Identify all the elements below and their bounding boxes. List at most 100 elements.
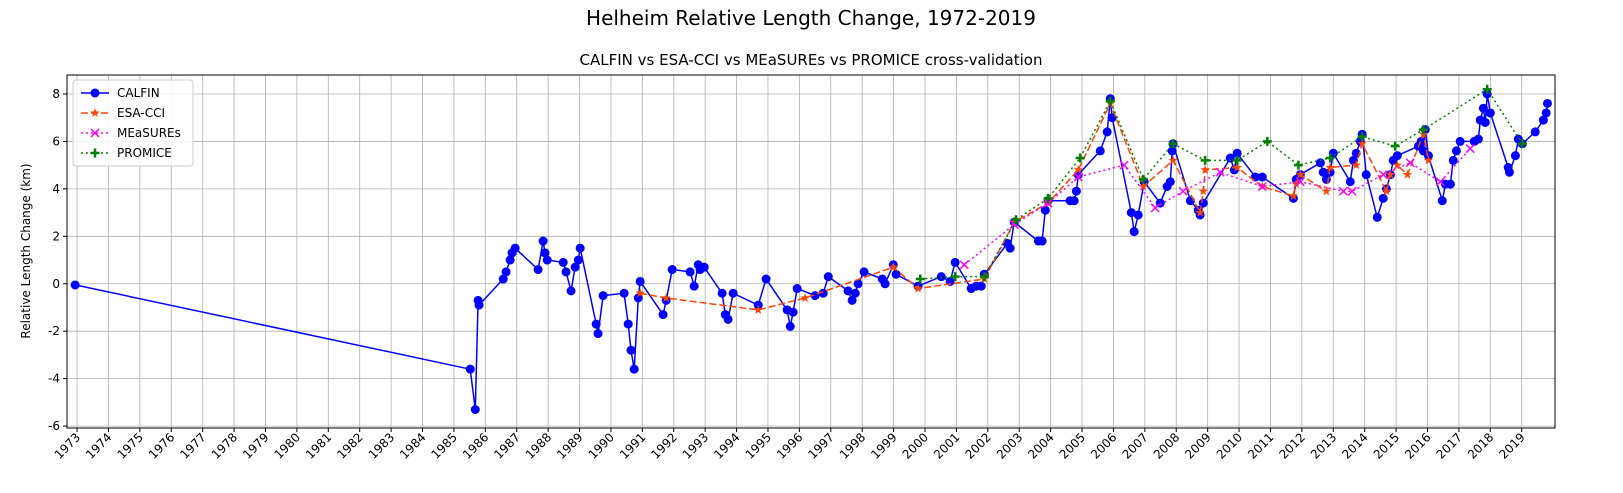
data-point	[979, 272, 989, 282]
data-point	[1150, 203, 1160, 213]
data-point	[850, 288, 860, 298]
data-point	[542, 255, 552, 265]
x-tick-label: 2002	[962, 430, 993, 461]
data-point	[1043, 198, 1053, 208]
data-point	[510, 243, 520, 253]
x-tick-label: 1998	[837, 430, 868, 461]
data-point	[1102, 127, 1112, 137]
data-point	[1009, 217, 1019, 227]
data-point	[1423, 155, 1434, 165]
data-point	[728, 288, 738, 298]
x-tick-label: 1994	[711, 430, 742, 461]
data-point	[558, 257, 568, 267]
data-point	[761, 274, 771, 284]
x-tick-label: 1986	[460, 430, 491, 461]
data-point	[658, 310, 668, 320]
data-point	[888, 262, 898, 272]
data-point	[635, 276, 645, 286]
data-point	[800, 293, 810, 302]
data-point	[1200, 164, 1210, 174]
data-point	[1530, 127, 1540, 137]
data-point	[501, 267, 511, 277]
data-point	[1345, 177, 1355, 187]
data-point	[474, 300, 484, 310]
data-point	[1040, 205, 1050, 215]
data-point	[1119, 160, 1129, 170]
data-point	[661, 293, 671, 302]
data-point	[465, 364, 475, 374]
data-point	[818, 288, 828, 298]
data-point	[859, 267, 869, 277]
data-point	[1361, 170, 1371, 180]
data-point	[1073, 164, 1083, 174]
data-point	[689, 281, 699, 291]
data-point	[1138, 174, 1148, 184]
data-point	[1129, 227, 1139, 237]
x-tick-label: 2011	[1245, 430, 1276, 461]
data-point	[90, 108, 100, 117]
x-tick-label: 1979	[240, 430, 271, 461]
data-point	[788, 307, 798, 317]
data-point	[915, 274, 925, 284]
data-point	[667, 265, 677, 275]
data-point	[699, 262, 709, 272]
series	[70, 89, 1552, 414]
data-point	[1257, 172, 1267, 182]
data-point	[505, 255, 515, 265]
data-point	[470, 404, 480, 414]
data-point	[598, 291, 608, 301]
y-tick-label: 4	[52, 182, 60, 196]
data-point	[1378, 193, 1388, 203]
data-point	[1315, 158, 1325, 168]
data-point	[1133, 210, 1143, 220]
data-point	[1262, 136, 1272, 146]
data-point	[1165, 177, 1175, 187]
data-point	[1517, 139, 1527, 149]
data-point	[575, 243, 585, 253]
x-tick-label: 1999	[868, 430, 899, 461]
legend-label: PROMICE	[117, 146, 172, 160]
data-point	[573, 255, 583, 265]
data-point	[619, 288, 629, 298]
data-point	[1510, 151, 1520, 161]
data-point	[593, 329, 603, 339]
data-point	[976, 281, 986, 291]
x-tick-label: 2013	[1308, 430, 1339, 461]
data-point	[853, 279, 863, 289]
data-point	[1215, 167, 1225, 177]
data-point	[1465, 144, 1475, 154]
x-tick-label: 1981	[303, 430, 334, 461]
x-tick-label: 2004	[1025, 430, 1056, 461]
data-point	[1138, 181, 1148, 191]
x-tick-label: 1990	[586, 430, 617, 461]
x-tick-label: 1989	[554, 430, 585, 461]
x-tick-label: 1983	[366, 430, 397, 461]
data-point	[950, 272, 960, 282]
data-point	[70, 280, 80, 290]
data-point	[623, 319, 633, 329]
data-point	[717, 288, 727, 298]
y-tick-label: -6	[48, 419, 60, 433]
data-point	[843, 286, 853, 296]
x-tick-label: 2015	[1371, 430, 1402, 461]
data-point	[1005, 243, 1015, 253]
data-point	[880, 279, 890, 289]
data-point	[1482, 84, 1492, 94]
x-tick-label: 2016	[1402, 430, 1433, 461]
x-tick-label: 2010	[1214, 430, 1245, 461]
data-point	[90, 148, 100, 158]
data-point	[1372, 212, 1382, 222]
data-point	[538, 236, 548, 246]
data-point	[1167, 146, 1177, 156]
data-point	[1325, 153, 1335, 163]
y-tick-label: 8	[52, 87, 60, 101]
data-point	[1538, 115, 1548, 125]
data-point	[1325, 162, 1335, 172]
x-tick-label: 2008	[1151, 430, 1182, 461]
data-point	[1473, 134, 1483, 144]
series	[635, 98, 1434, 314]
y-tick-label: -2	[48, 324, 60, 338]
data-point	[1168, 139, 1178, 149]
